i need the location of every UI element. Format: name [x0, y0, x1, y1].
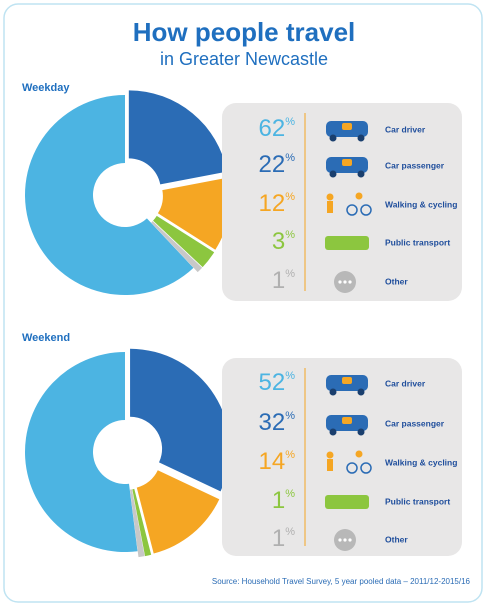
category-label: Public transport — [385, 496, 450, 506]
pie-slice — [130, 348, 231, 492]
icon — [327, 201, 333, 213]
icon — [325, 236, 369, 250]
icon — [342, 417, 352, 424]
icon — [342, 123, 352, 130]
title: How people travel — [133, 17, 356, 47]
icon — [357, 428, 365, 436]
chart-title: Weekday — [22, 82, 70, 94]
icon — [360, 204, 372, 216]
icon — [355, 192, 363, 200]
percent-label: 12% — [259, 190, 296, 217]
legend-panel — [222, 103, 462, 301]
icon — [360, 462, 372, 474]
percent-label: 3% — [272, 228, 295, 255]
category-label: Public transport — [385, 237, 450, 247]
pie-slice — [128, 90, 228, 185]
category-label: Other — [385, 534, 408, 544]
icon — [357, 134, 365, 142]
pie-slice — [24, 95, 194, 295]
icon — [329, 428, 337, 436]
pie-slice — [157, 177, 231, 250]
pie-slice — [132, 488, 152, 557]
percent-label: 1% — [272, 525, 295, 552]
icon — [329, 388, 337, 396]
pie-slice — [24, 352, 138, 553]
category-label: Walking & cycling — [385, 457, 457, 467]
icon-dot — [343, 538, 347, 542]
chart-title: Weekend — [22, 332, 70, 344]
percent-label: 52% — [259, 369, 296, 396]
icon — [327, 459, 333, 471]
icon — [346, 462, 358, 474]
percent-label: 62% — [259, 115, 296, 142]
pie-slice — [151, 221, 203, 273]
percent-label: 1% — [272, 487, 295, 514]
percent-label: 22% — [259, 151, 296, 178]
pie-slice — [153, 215, 215, 268]
category-label: Car passenger — [385, 160, 445, 170]
icon — [325, 495, 369, 509]
subtitle: in Greater Newcastle — [160, 49, 328, 69]
icon-dot — [348, 280, 352, 284]
icon — [342, 159, 352, 166]
category-label: Other — [385, 276, 408, 286]
legend-panel — [222, 358, 462, 556]
icon — [346, 204, 358, 216]
icon — [357, 170, 365, 178]
icon-dot — [338, 280, 342, 284]
icon-dot — [343, 280, 347, 284]
category-label: Car driver — [385, 378, 426, 388]
source: Source: Household Travel Survey, 5 year … — [212, 577, 471, 586]
icon — [326, 193, 334, 201]
icon — [342, 377, 352, 384]
icon-dot — [348, 538, 352, 542]
category-label: Walking & cycling — [385, 199, 457, 209]
percent-label: 14% — [259, 448, 296, 475]
icon-dot — [338, 538, 342, 542]
category-label: Car passenger — [385, 418, 445, 428]
category-label: Car driver — [385, 124, 426, 134]
pie-slice — [129, 489, 145, 558]
percent-label: 1% — [272, 267, 295, 294]
icon — [329, 170, 337, 178]
icon — [329, 134, 337, 142]
percent-label: 32% — [259, 409, 296, 436]
icon — [357, 388, 365, 396]
icon — [326, 451, 334, 459]
icon — [355, 450, 363, 458]
pie-slice — [136, 470, 220, 554]
